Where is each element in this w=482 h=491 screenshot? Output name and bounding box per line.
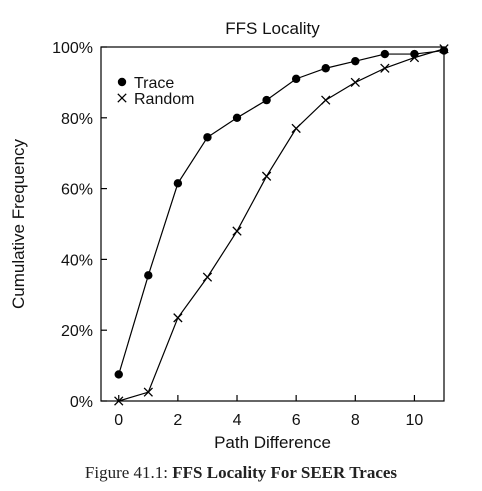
point-random-3: [202, 272, 213, 282]
point-trace-8: [351, 56, 360, 66]
point-random-11: [439, 44, 449, 54]
point-trace-7: [321, 64, 330, 73]
legend-marker-trace: [117, 77, 127, 87]
point-trace-3: [203, 133, 212, 142]
x-tick-label-2: 2: [173, 412, 182, 429]
point-trace-2: [173, 179, 183, 188]
x-tick-label-8: 8: [351, 412, 360, 429]
series-line-random: [118, 48, 445, 402]
y-tick-label-80: 80%: [61, 111, 93, 128]
point-trace-11: [439, 46, 449, 55]
point-trace-6: [291, 74, 301, 84]
x-tick-label-0: 0: [114, 412, 123, 429]
x-tick-label-10: 10: [406, 412, 424, 429]
point-random-5: [261, 171, 272, 181]
chart-svg: FFS Locality 0% 20% 40% 60% 80% 100% 0 2 4 6 8 10 Pat…: [9, 19, 449, 452]
point-trace-5: [262, 95, 271, 105]
chart-title: FFS Locality: [225, 19, 320, 38]
y-tick-label-60: 60%: [61, 182, 93, 199]
point-random-8: [350, 77, 360, 88]
x-tick-label-6: 6: [292, 412, 301, 429]
legend-marker-random: [117, 93, 127, 103]
caption-title: FFS Locality For SEER Traces: [172, 463, 398, 482]
figure-caption: Figure 41.1: FFS Locality For SEER Trace…: [0, 463, 482, 483]
y-tick-label-0: 0%: [70, 394, 93, 411]
point-trace-0: [114, 370, 123, 379]
y-tick-label-40: 40%: [61, 252, 93, 269]
point-random-6: [291, 123, 301, 134]
point-random-0: [114, 396, 124, 406]
y-axis-label: Cumulative Frequency: [9, 138, 28, 309]
legend-label-trace: Trace: [134, 75, 174, 92]
point-trace-4: [232, 113, 242, 123]
point-trace-9: [380, 49, 390, 59]
legend-label-random: Random: [134, 91, 194, 108]
point-random-1: [143, 387, 153, 397]
plot-frame: [100, 46, 445, 402]
point-trace-1: [144, 271, 153, 280]
caption-prefix: Figure 41.1:: [84, 463, 173, 482]
x-tick-label-4: 4: [233, 412, 242, 429]
x-axis-label: Path Difference: [214, 433, 331, 452]
y-tick-label-20: 20%: [61, 323, 93, 340]
point-random-9: [380, 63, 390, 73]
point-random-10: [409, 52, 420, 63]
point-random-2: [173, 313, 183, 323]
point-random-4: [232, 226, 242, 236]
series-line-trace: [118, 49, 445, 375]
point-random-7: [321, 95, 331, 105]
y-tick-label-100: 100%: [52, 40, 93, 57]
